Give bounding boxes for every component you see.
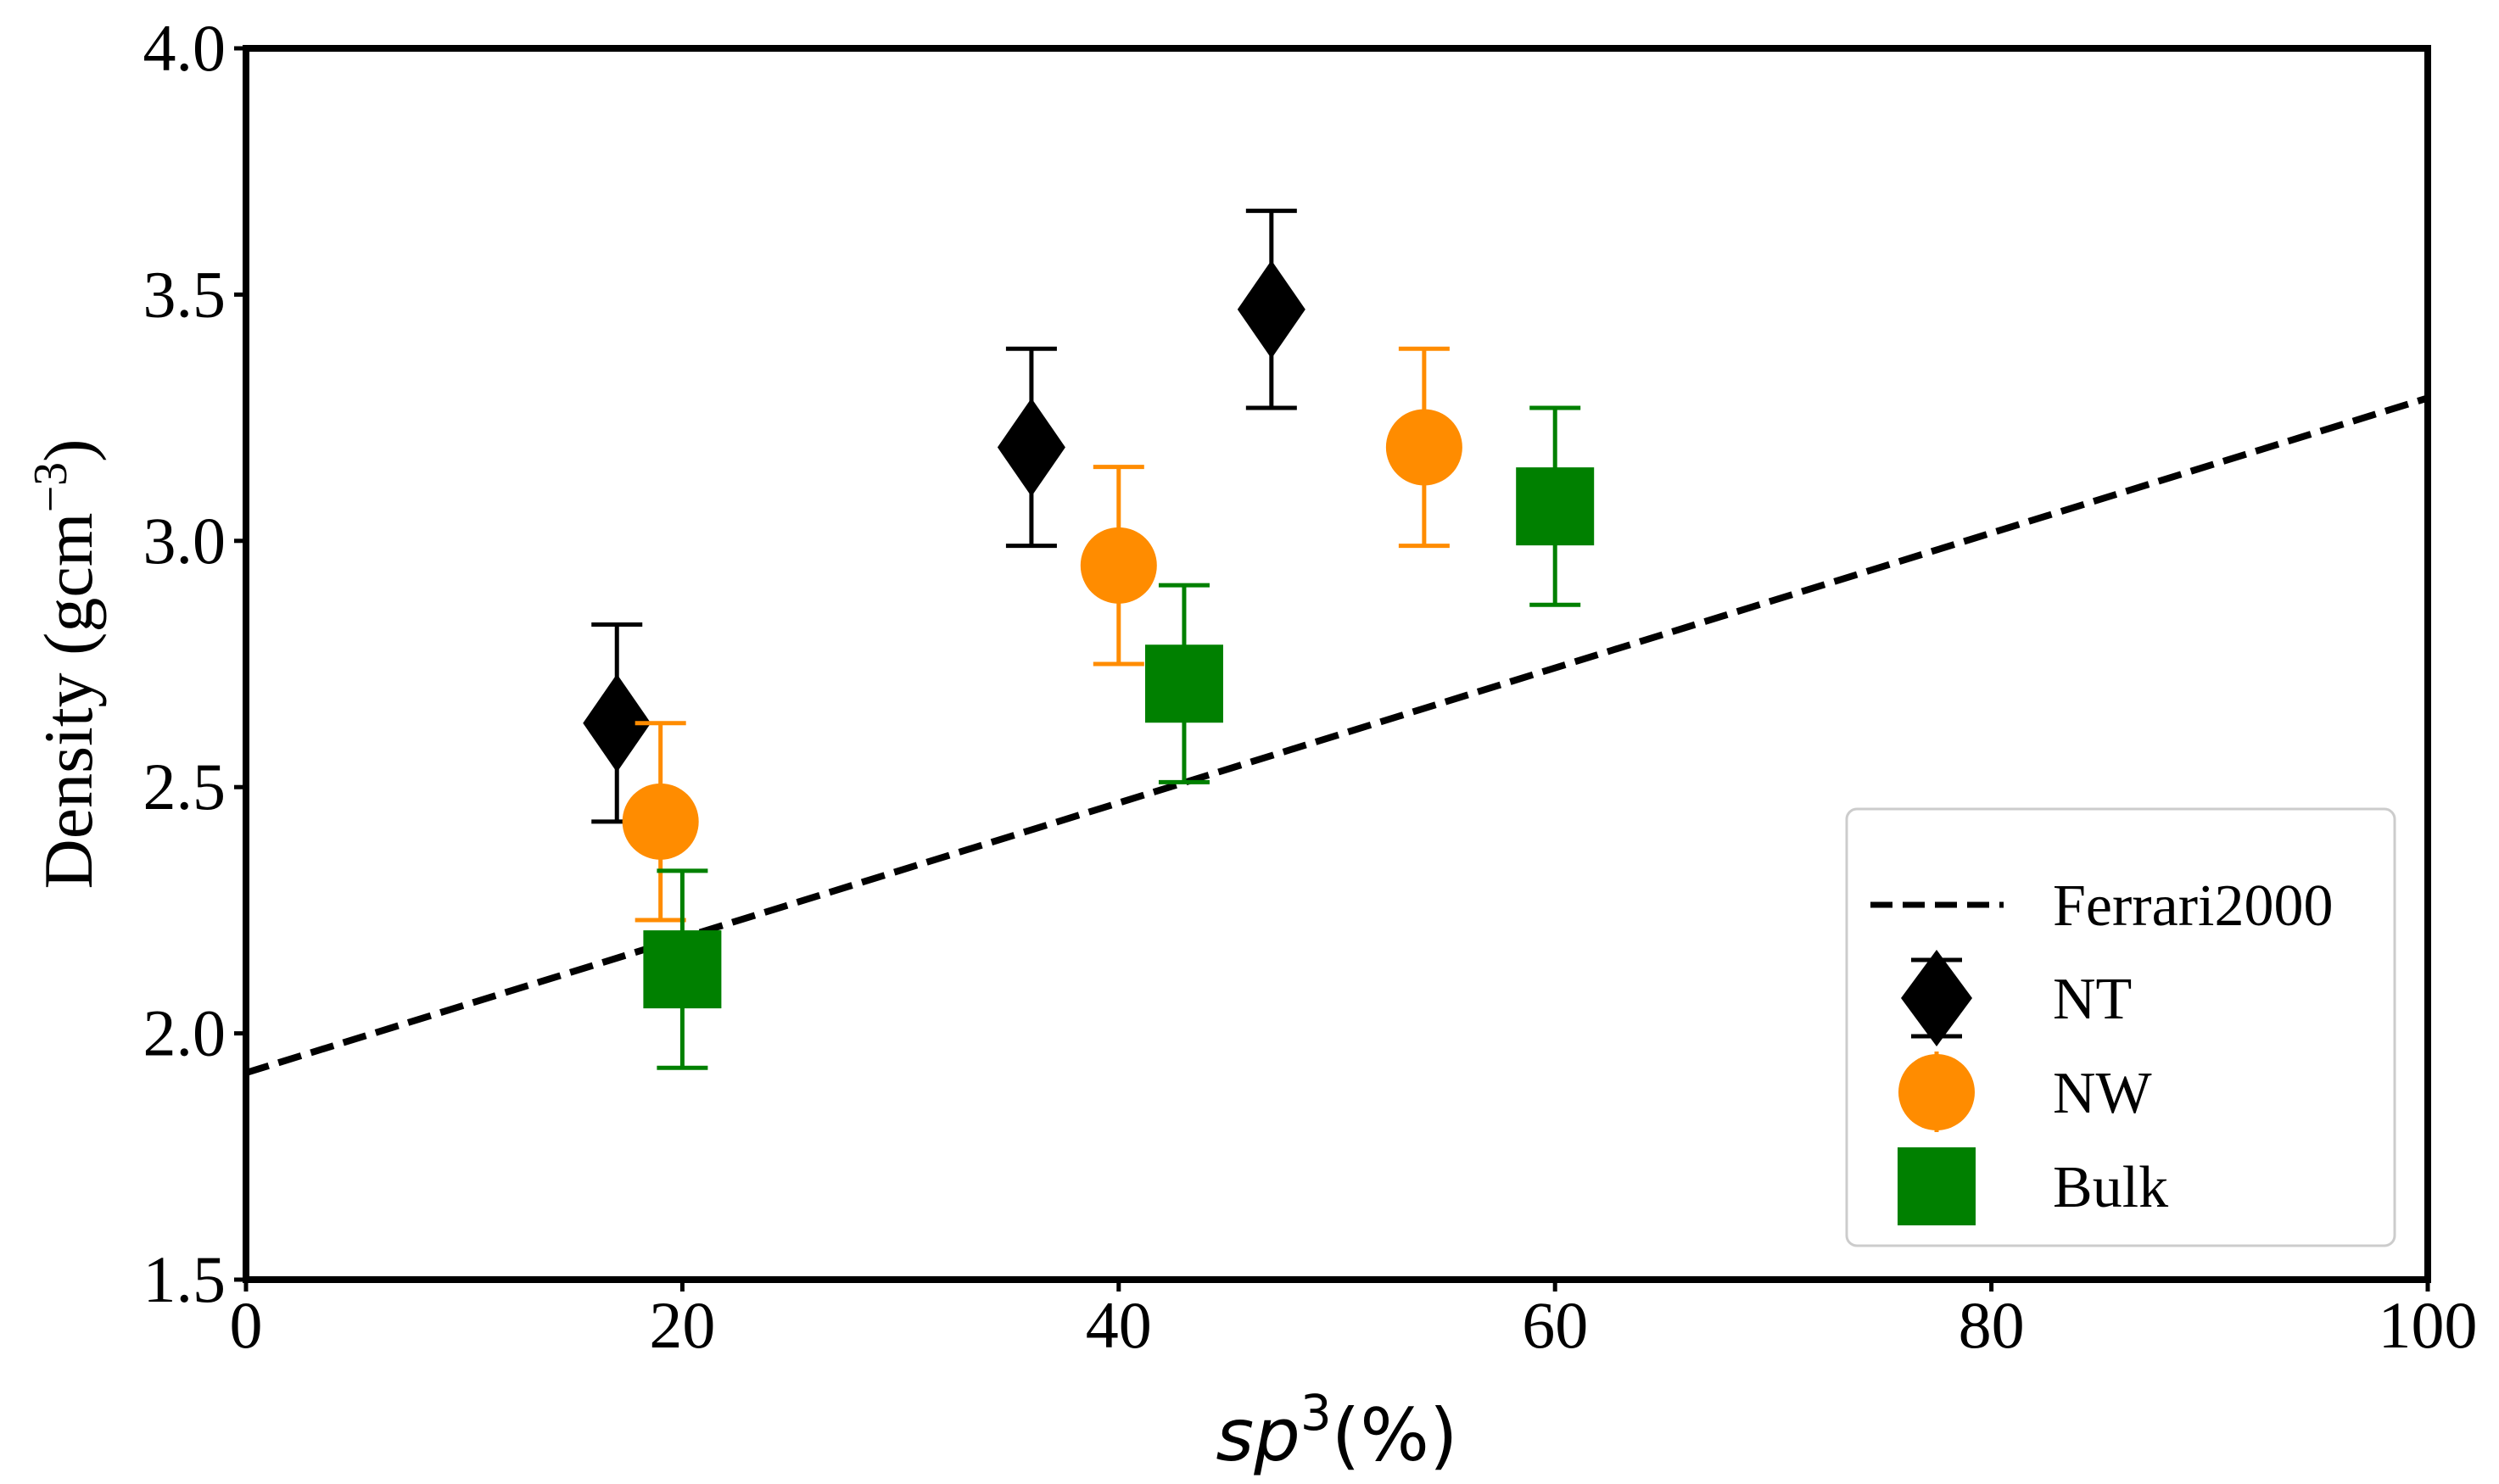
y-tick-label: 2.5 xyxy=(143,750,226,823)
x-tick-label: 20 xyxy=(649,1288,715,1362)
data-point-bulk xyxy=(643,868,722,1070)
ticks-layer: 0 20 40 60 80 100 1.5 2.0 2.5 3.0 3.5 4.0 xyxy=(143,11,2478,1362)
x-tick-label: 40 xyxy=(1086,1288,1152,1362)
data-point-nw xyxy=(1080,465,1157,667)
x-axis-title-italic: sp xyxy=(1216,1393,1300,1478)
legend-label-nt: NT xyxy=(2053,967,2132,1032)
marker-bulk xyxy=(1516,467,1595,546)
trend-line-layer xyxy=(244,394,2429,1076)
marker-nw xyxy=(1385,409,1462,486)
y-tick-label: 4.0 xyxy=(143,11,226,85)
y-tick-label: 1.5 xyxy=(143,1242,226,1316)
legend-box xyxy=(1845,807,2396,1247)
marker-nt xyxy=(1237,259,1305,359)
legend-label-bulk: Bulk xyxy=(2053,1155,2168,1220)
x-tick-label: 0 xyxy=(230,1288,263,1362)
data-point-bulk xyxy=(1144,583,1223,784)
data-point-nt xyxy=(997,346,1065,549)
x-axis-title-sup: 3 xyxy=(1300,1384,1332,1442)
data-point-nw xyxy=(1385,346,1462,549)
data-point-nt xyxy=(583,622,651,824)
data-point-bulk xyxy=(1516,405,1595,607)
legend-marker-nt xyxy=(1901,950,1972,1046)
legend: Ferrari2000 NT NW Bulk xyxy=(1845,807,2396,1247)
data-point-nt xyxy=(1237,209,1305,410)
data-points-layer xyxy=(583,209,1595,1070)
y-axis-title: Density (gcm−3) xyxy=(25,439,107,890)
x-axis-title: sp3(%) xyxy=(1216,1384,1457,1478)
ferrari2000-line xyxy=(244,394,2429,1076)
legend-label-nw: NW xyxy=(2053,1061,2152,1126)
x-axis-title-rest: (%) xyxy=(1332,1393,1458,1478)
y-axis-title-main: Density (gcm xyxy=(30,512,107,889)
y-tick-label: 3.0 xyxy=(143,504,226,577)
marker-nt xyxy=(583,673,651,773)
y-axis-title-close: ) xyxy=(30,439,107,462)
legend-marker-bulk xyxy=(1898,1147,1976,1225)
x-tick-label: 100 xyxy=(2379,1288,2478,1362)
marker-bulk xyxy=(1144,644,1223,723)
marker-bulk xyxy=(643,930,722,1009)
plot-frame xyxy=(243,45,2431,1283)
y-axis-title-sup: −3 xyxy=(25,462,77,513)
marker-nt xyxy=(997,398,1065,497)
legend-label-ferrari: Ferrari2000 xyxy=(2053,873,2333,939)
data-point-nw xyxy=(622,721,699,923)
y-tick-label: 2.0 xyxy=(143,996,226,1070)
marker-nw xyxy=(1080,527,1157,604)
marker-nw xyxy=(622,783,699,860)
legend-marker-nw xyxy=(1898,1052,1975,1132)
x-tick-label: 80 xyxy=(1959,1288,2025,1362)
y-tick-label: 3.5 xyxy=(143,257,226,331)
x-tick-label: 60 xyxy=(1522,1288,1588,1362)
